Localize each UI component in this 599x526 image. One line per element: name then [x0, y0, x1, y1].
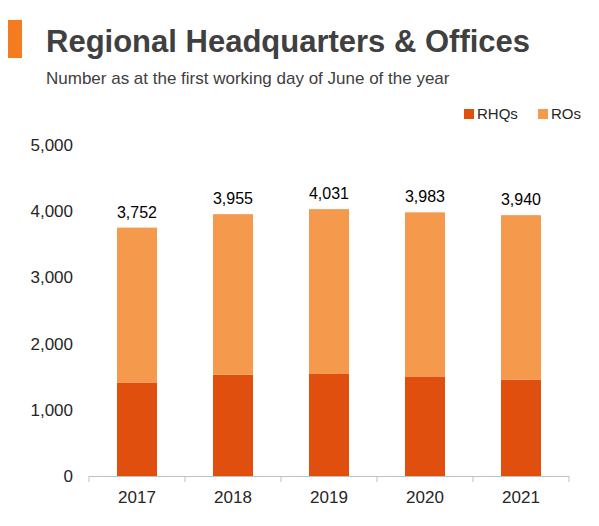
x-tick [377, 476, 378, 482]
tick-mark [88, 211, 89, 212]
y-tick-label: 5,000 [30, 136, 73, 155]
total-label: 3,752 [117, 204, 157, 221]
legend-label: RHQs [477, 105, 518, 122]
bar [213, 214, 253, 375]
bar [309, 209, 349, 374]
x-tick-label: 2018 [214, 488, 252, 507]
bar [405, 212, 445, 376]
chart: Regional Headquarters & Offices Number as… [0, 0, 599, 526]
tick-mark [88, 409, 89, 410]
y-tick-label: 1,000 [30, 401, 73, 420]
legend-swatch [538, 109, 548, 119]
tick-mark [88, 145, 89, 146]
y-tick-label: 4,000 [30, 202, 73, 221]
x-tick [473, 476, 474, 482]
x-tick [89, 476, 90, 482]
bar [309, 374, 349, 476]
x-tick [569, 476, 570, 482]
y-tick-label: 0 [64, 467, 73, 486]
tick-mark [88, 277, 89, 278]
total-label: 3,940 [501, 191, 541, 208]
x-tick-label: 2020 [406, 488, 444, 507]
subtitle: Number as at the first working day of Ju… [46, 69, 450, 88]
bars [117, 209, 541, 476]
bar [501, 380, 541, 476]
x-tick-label: 2017 [118, 488, 156, 507]
x-axis [89, 476, 569, 477]
bar [405, 376, 445, 476]
title: Regional Headquarters & Offices [46, 24, 530, 59]
total-label: 3,955 [213, 190, 253, 207]
y-tick-label: 2,000 [30, 335, 73, 354]
x-tick-label: 2021 [502, 488, 540, 507]
x-tick [281, 476, 282, 482]
total-label: 3,983 [405, 188, 445, 205]
x-tick [185, 476, 186, 482]
y-tick-label: 3,000 [30, 268, 73, 287]
bar [117, 228, 157, 383]
legend-label: ROs [551, 105, 581, 122]
x-tick-label: 2019 [310, 488, 348, 507]
bar [117, 382, 157, 476]
legend: RHQs ROs [464, 105, 581, 122]
total-label: 4,031 [309, 185, 349, 202]
tick-mark [88, 343, 89, 344]
bar [213, 375, 253, 476]
bar [501, 215, 541, 379]
legend-swatch [464, 109, 474, 119]
title-icon [8, 20, 22, 58]
